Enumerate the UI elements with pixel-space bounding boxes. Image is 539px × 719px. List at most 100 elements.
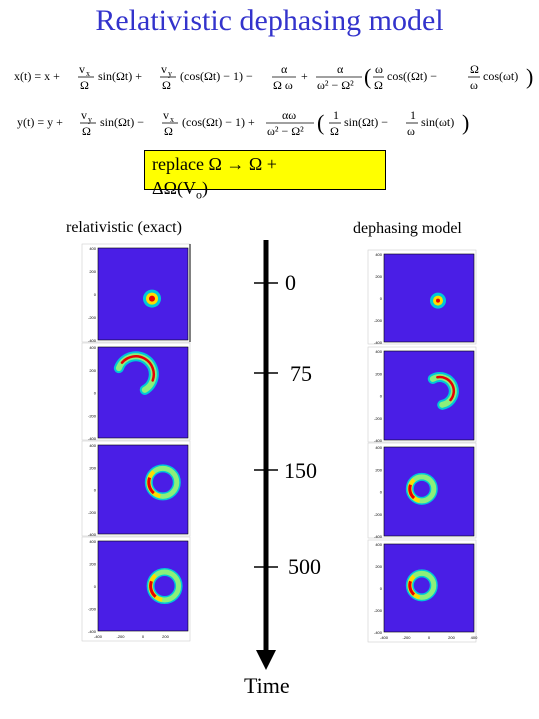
x-tick-label: -200 — [402, 635, 411, 640]
y-tick-label: -400 — [374, 534, 383, 539]
y-tick-label: -200 — [88, 315, 97, 320]
y-tick-label: 400 — [375, 542, 382, 547]
eq-y-t2-sub: x — [170, 115, 174, 124]
time-axis-arrowhead — [256, 650, 276, 670]
time-label-75: 75 — [290, 361, 312, 386]
left-column-title: relativistic (exact) — [66, 219, 182, 236]
y-tick-label: -200 — [374, 512, 383, 517]
eq-x-t4-rest: cos((Ωt) − — [387, 69, 437, 83]
eq-x-t2-num: v — [161, 62, 167, 76]
y-tick-label: 0 — [94, 391, 97, 396]
y-tick-label: 0 — [380, 490, 383, 495]
right-panel-1: 400 200 0 -200 -400 — [367, 346, 477, 443]
x-tick-label: -200 — [116, 634, 125, 639]
eq-y-t2-num: v — [163, 108, 169, 122]
replace-text-line2: ΔΩ(Vo) — [152, 178, 208, 203]
eq-x-t4-inner-den2: ω — [470, 78, 478, 92]
x-tick-label: -400 — [94, 634, 103, 639]
right-column-title: dephasing model — [353, 220, 462, 237]
replace-subscript: o — [195, 187, 202, 202]
eq-x-lhs: x(t) = x + — [14, 69, 60, 83]
x-tick-label: 0 — [428, 635, 431, 640]
eq-y-t1-rest: sin(Ωt) − — [100, 115, 144, 129]
y-tick-label: -200 — [374, 318, 383, 323]
x-tick-label: 0 — [142, 634, 145, 639]
eq-x-t4-inner-num2: Ω — [470, 62, 479, 76]
y-tick-label: 200 — [89, 368, 96, 373]
replace-close-paren: ) — [201, 178, 208, 198]
eq-y-t1-den: Ω — [82, 124, 91, 138]
eq-x-t3-rest: + — [301, 69, 308, 83]
eq-y-lhs: y(t) = y + — [17, 115, 63, 129]
eq-x-t3-num: α — [281, 62, 288, 76]
x-tick-label: 200 — [448, 635, 455, 640]
eq-x-t4-inner-den1: Ω — [374, 78, 383, 92]
particle-crescent-core — [120, 355, 156, 382]
eq-y-t4-den1: Ω — [330, 124, 339, 138]
y-tick-label: 0 — [94, 488, 97, 493]
y-tick-label: -400 — [88, 338, 97, 343]
left-panel-3: 400 200 0 -200 -400-400 -200 0 200 — [81, 536, 191, 642]
particle-ring-core — [149, 580, 157, 598]
particle-ring-core — [408, 484, 416, 500]
y-tick-label: 0 — [380, 394, 383, 399]
y-tick-label: 400 — [89, 443, 96, 448]
eq-y-t4-num1: 1 — [333, 108, 339, 122]
y-tick-label: 400 — [375, 252, 382, 257]
y-tick-label: 400 — [89, 345, 96, 350]
eq-y-t2-rest: (cos(Ωt) − 1) + — [182, 115, 255, 129]
replace-text-line1: replace Ω → Ω + — [152, 154, 277, 174]
y-tick-label: -200 — [88, 607, 97, 612]
y-tick-label: 400 — [375, 349, 382, 354]
y-tick-label: 0 — [94, 292, 97, 297]
svg-text:(: ( — [317, 110, 324, 135]
panel-plot-area — [383, 543, 475, 633]
eq-y-t4-num2: 1 — [410, 108, 416, 122]
y-tick-label: -400 — [88, 532, 97, 537]
y-tick-label: 400 — [89, 539, 96, 544]
panel-plot-area — [383, 253, 475, 343]
panel-plot-area — [383, 446, 475, 537]
svg-text:): ) — [526, 64, 533, 89]
y-tick-label: -200 — [88, 510, 97, 515]
particle-ring-core — [408, 580, 416, 596]
x-tick-label: 400 — [471, 635, 478, 640]
eq-x-t4-den: ω² − Ω² — [317, 78, 354, 92]
y-tick-label: -400 — [88, 436, 97, 441]
y-tick-label: -200 — [374, 608, 383, 613]
eq-y-t1-sub: y — [88, 115, 92, 124]
equation-y: y(t) = y + v y Ω sin(Ωt) − v x Ω (cos(Ωt… — [17, 108, 469, 138]
y-tick-label: -400 — [374, 630, 383, 635]
y-tick-label: 0 — [380, 586, 383, 591]
svg-text:(: ( — [364, 64, 371, 89]
eq-y-t3-num: αω — [282, 108, 296, 122]
equations: x(t) = x + v x Ω sin(Ωt) + v y Ω (cos(Ωt… — [14, 62, 533, 138]
equation-x: x(t) = x + v x Ω sin(Ωt) + v y Ω (cos(Ωt… — [14, 62, 533, 92]
time-label-500: 500 — [288, 554, 321, 579]
left-panel-1: 400 200 0 -200 -400 — [81, 342, 191, 441]
y-tick-label: 200 — [375, 371, 382, 376]
y-tick-label: 200 — [375, 564, 382, 569]
page-title: Relativistic dephasing model — [95, 4, 444, 37]
particle-crescent-core — [436, 375, 456, 402]
particle-cloud-core — [149, 295, 155, 302]
eq-x-t1-sub: x — [86, 69, 90, 78]
eq-y-t2-den: Ω — [164, 124, 173, 138]
y-tick-label: 400 — [89, 246, 96, 251]
eq-x-t1-den: Ω — [80, 78, 89, 92]
eq-x-t1-rest: sin(Ωt) + — [98, 69, 142, 83]
eq-y-t4-end: sin(ωt) — [421, 115, 454, 129]
left-panel-2: 400 200 0 -200 -400 — [81, 440, 191, 537]
left-panel-0: 400 200 0 -200 -400 — [81, 243, 191, 343]
y-tick-label: 400 — [375, 445, 382, 450]
y-tick-label: -400 — [88, 629, 97, 634]
y-tick-label: -400 — [374, 438, 383, 443]
svg-text:): ) — [462, 110, 469, 135]
eq-x-t2-den: Ω — [162, 78, 171, 92]
y-tick-label: 200 — [89, 269, 96, 274]
panel-plot-area — [97, 540, 189, 632]
right-panel-3: 400 200 0 -200 -400-400 -200 0 200 400 — [367, 539, 478, 643]
time-label-0: 0 — [285, 270, 296, 295]
panel-plot-area — [383, 350, 475, 441]
